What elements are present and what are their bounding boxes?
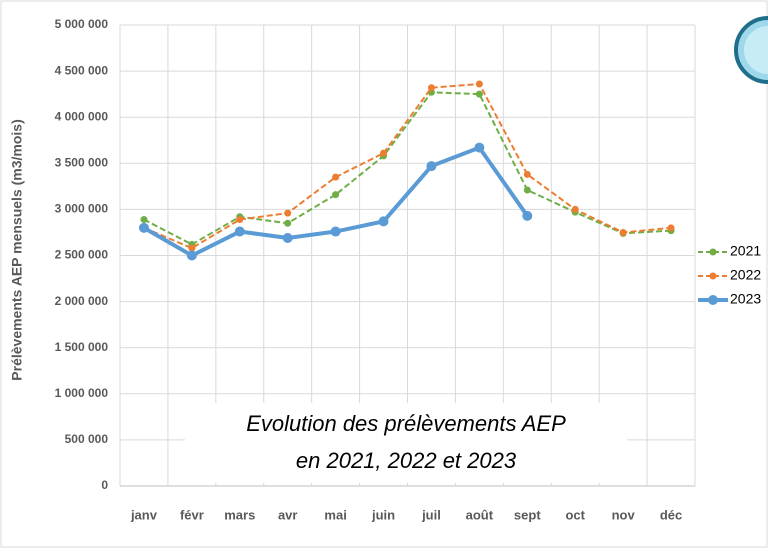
y-tick-label: 4 000 000: [55, 109, 109, 123]
data-point: [332, 191, 340, 199]
y-tick-label: 5 000 000: [55, 17, 109, 31]
data-point: [667, 224, 675, 232]
x-tick-label: mars: [224, 507, 255, 522]
data-point: [138, 222, 149, 233]
legend-marker: [709, 272, 717, 280]
x-tick-label: janv: [130, 507, 158, 522]
data-point: [284, 209, 292, 217]
y-tick-label: 2 500 000: [55, 248, 109, 262]
y-tick-label: 3 000 000: [55, 202, 109, 216]
icon-decoration-inner: [744, 26, 768, 74]
x-tick-label: févr: [180, 507, 204, 522]
data-point: [332, 173, 340, 181]
data-point: [523, 170, 531, 178]
y-tick-label: 1 000 000: [55, 386, 109, 400]
x-tick-label: déc: [660, 507, 682, 522]
annotation-line: en 2021, 2022 et 2023: [296, 448, 517, 473]
y-tick-label: 0: [101, 478, 108, 492]
x-tick-label: avr: [278, 507, 298, 522]
data-point: [186, 250, 197, 261]
data-point: [236, 216, 244, 224]
data-point: [378, 216, 389, 227]
x-tick-label: août: [466, 507, 494, 522]
data-point: [475, 90, 483, 98]
data-point: [330, 226, 341, 237]
y-tick-label: 4 500 000: [55, 63, 109, 77]
x-tick-label: juil: [421, 507, 441, 522]
data-point: [619, 228, 627, 236]
y-axis-label: Prélèvements AEP mensuels (m3/mois): [9, 119, 25, 380]
legend-label: 2022: [730, 267, 761, 283]
y-tick-label: 1 500 000: [55, 340, 109, 354]
y-tick-label: 3 500 000: [55, 155, 109, 169]
x-tick-label: oct: [565, 507, 585, 522]
series-line: [143, 91, 672, 246]
x-tick-label: sept: [514, 507, 541, 522]
legend-label: 2021: [730, 243, 761, 259]
legend-label: 2023: [730, 291, 761, 307]
data-point: [234, 226, 245, 237]
x-tick-label: juin: [371, 507, 395, 522]
y-tick-label: 2 000 000: [55, 294, 109, 308]
series-line: [143, 82, 672, 250]
x-tick-label: mai: [324, 507, 346, 522]
data-point: [427, 84, 435, 92]
data-point: [380, 149, 388, 157]
data-point: [522, 210, 533, 221]
data-point: [188, 244, 196, 252]
annotation-line: Evolution des prélèvements AEP: [246, 411, 566, 436]
data-point: [475, 80, 483, 88]
legend-marker: [709, 248, 717, 256]
data-point: [571, 205, 579, 213]
data-point: [474, 142, 485, 153]
x-tick-label: nov: [612, 507, 636, 522]
data-point: [284, 219, 292, 227]
y-tick-label: 500 000: [65, 432, 109, 446]
data-point: [523, 186, 531, 194]
data-point: [140, 216, 148, 224]
data-point: [282, 232, 293, 243]
legend-marker: [708, 295, 718, 305]
annotation-box: [185, 403, 627, 483]
data-point: [426, 161, 437, 172]
